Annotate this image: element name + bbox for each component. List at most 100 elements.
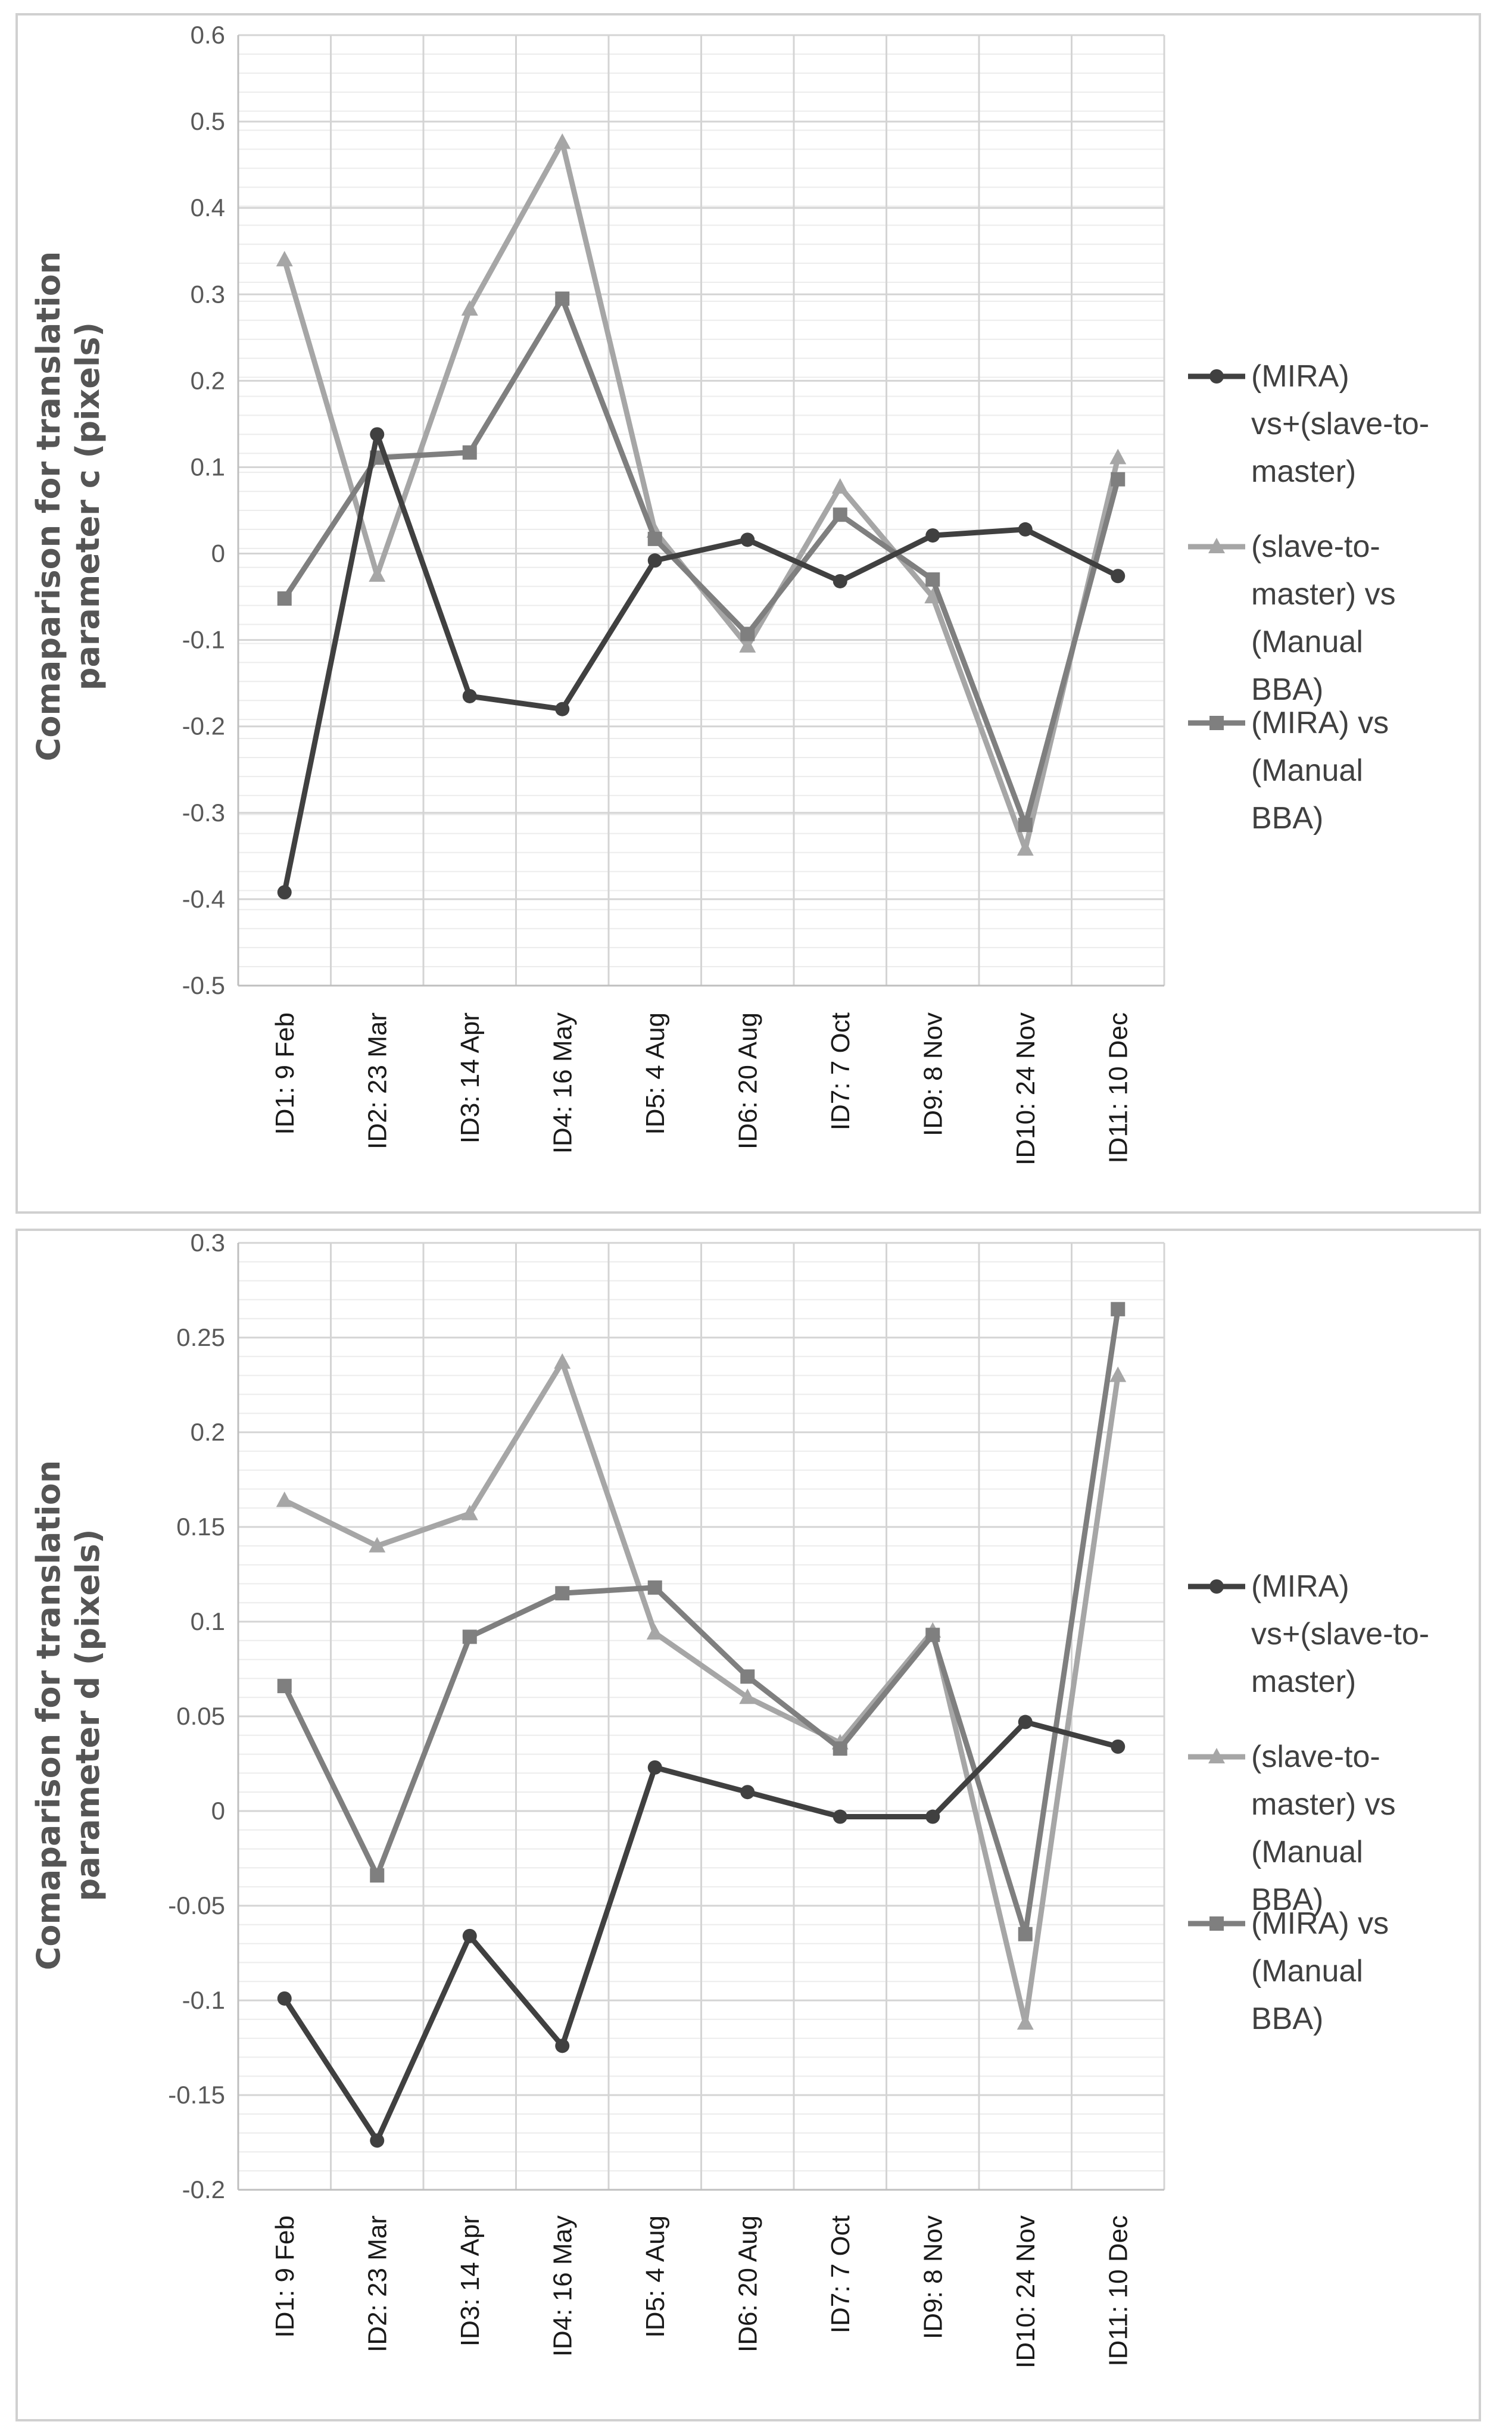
data-point-circle (833, 574, 847, 588)
x-tick-label: ID2: 23 Mar (363, 1012, 392, 1149)
data-point-square (647, 531, 662, 546)
chart-c-svg: 0.6 0.5 0.4 0.3 0.2 0.1 0 -0.1 -0.2 -0.3 -0.4 -0.5 I… (15, 13, 1481, 1214)
chart-translation-c: 0.6 0.5 0.4 0.3 0.2 0.1 0 -0.1 -0.2 -0.3 -0.4 -0.5 I… (15, 13, 1481, 1214)
data-point-triangle (369, 1536, 386, 1553)
legend-label: (MIRA) vs+(slave-to-master) (1251, 1569, 1429, 1699)
y-tick-label: 0.1 (191, 1607, 225, 1635)
legend-label: (slave-to-master) vs (Manual BBA) (1251, 529, 1396, 707)
data-point-triangle (831, 478, 849, 494)
data-point-square (1018, 1927, 1033, 1941)
data-point-square (833, 507, 847, 522)
y-tick-label: 0.2 (191, 366, 225, 394)
series-line (282, 296, 1121, 828)
x-tick-label: ID6: 20 Aug (733, 1012, 762, 1149)
data-point-triangle (554, 133, 571, 149)
x-tick-label: ID3: 14 Apr (456, 2215, 485, 2346)
y-tick-label: 0 (211, 1797, 225, 1825)
legend-label-line: (MIRA) (1251, 359, 1349, 394)
y-tick-label: 0 (211, 540, 225, 568)
y-tick-label: 0.2 (191, 1418, 225, 1446)
data-point-square (462, 445, 477, 460)
y-axis-title-line: parameter c (pixels) (69, 322, 107, 690)
x-tick-label: ID10: 24 Nov (1011, 1012, 1040, 1165)
y-tick-label: -0.15 (168, 2081, 225, 2109)
data-point-circle (1018, 522, 1033, 537)
data-point-circle (555, 2039, 570, 2053)
data-point-triangle (1017, 840, 1034, 856)
data-point-square (555, 291, 570, 306)
x-tick-label: ID11: 10 Dec (1103, 1012, 1133, 1164)
y-tick-label: 0.15 (176, 1513, 225, 1541)
data-point-circle (277, 885, 292, 900)
data-point-circle (740, 1785, 755, 1800)
x-tick-label: ID1: 9 Feb (270, 1012, 300, 1134)
data-point-circle (833, 1809, 847, 1824)
data-point-circle (277, 1991, 292, 2006)
series-line (282, 431, 1121, 895)
legend-label-line: (MIRA) vs (1251, 1906, 1389, 1941)
series-line (282, 1306, 1121, 1937)
x-tick-label: ID9: 8 Nov (918, 1012, 947, 1136)
data-point-circle (555, 702, 570, 716)
legend-marker-circle (1209, 369, 1224, 384)
data-point-triangle (1017, 2014, 1034, 2030)
data-point-square (1111, 472, 1126, 487)
x-tick-label: ID5: 4 Aug (641, 1012, 670, 1134)
data-point-circle (462, 688, 477, 703)
y-axis-title-line: Comaparison for translation (30, 251, 67, 761)
legend-label: (MIRA) vs (Manual BBA) (1251, 1906, 1389, 2036)
y-tick-label: -0.5 (182, 971, 225, 999)
y-tick-label: -0.2 (182, 712, 225, 740)
y-axis-title-line: Comaparison for translation (30, 1460, 67, 1970)
data-point-triangle (1109, 1366, 1127, 1382)
data-point-square (740, 1669, 755, 1684)
legend-label-line: BBA) (1251, 2002, 1323, 2036)
data-point-circle (740, 532, 755, 547)
legend-label-line: BBA) (1251, 672, 1323, 707)
y-tick-label: 0.6 (191, 21, 225, 49)
x-tick-label: ID4: 16 May (548, 1012, 577, 1154)
legend-label-line: (MIRA) (1251, 1569, 1349, 1604)
x-tick-label: ID7: 7 Oct (826, 1012, 855, 1130)
data-point-square (277, 591, 292, 606)
y-tick-label: 0.3 (191, 280, 225, 308)
y-tick-label: 0.1 (191, 453, 225, 481)
data-point-triangle (646, 1624, 663, 1640)
legend-label-line: (slave-to- (1251, 1740, 1380, 1774)
legend-marker-square (1209, 716, 1224, 730)
x-tick-label: ID11: 10 Dec (1103, 2215, 1133, 2367)
data-point-triangle (276, 251, 293, 267)
chart-frame (15, 1229, 1481, 2421)
y-tick-label: -0.3 (182, 799, 225, 827)
legend-label: (MIRA) vs+(slave-to-master) (1251, 359, 1429, 489)
y-tick-label: -0.1 (182, 626, 225, 654)
legend-label-line: vs+(slave-to- (1251, 407, 1429, 441)
legend-marker-triangle (1208, 1748, 1225, 1763)
data-point-square (1111, 1302, 1126, 1317)
data-point-circle (370, 2133, 385, 2148)
data-point-circle (1111, 1739, 1126, 1754)
y-tick-label: -0.1 (182, 1986, 225, 2014)
x-tick-label: ID9: 8 Nov (918, 2215, 947, 2339)
legend-marker-circle (1209, 1579, 1224, 1594)
data-point-triangle (276, 1491, 293, 1507)
data-point-square (462, 1629, 477, 1644)
data-point-circle (1018, 1715, 1033, 1729)
series-line (282, 1719, 1121, 2143)
legend-label-line: BBA) (1251, 801, 1323, 836)
data-point-triangle (924, 588, 942, 604)
legend-label-line: BBA) (1251, 1882, 1323, 1917)
y-axis-title: Comaparison for translationparameter c (… (30, 251, 107, 761)
legend-label-line: master) (1251, 454, 1356, 489)
chart-translation-d: 0.3 0.25 0.2 0.15 0.1 0.05 0 -0.05 -0.1 -0.15 -0.2… (0, 1227, 1512, 2428)
legend-marker-triangle (1208, 538, 1225, 553)
legend-label-line: master) vs (1251, 1787, 1396, 1822)
data-point-square (1018, 818, 1033, 833)
x-tick-label: ID2: 23 Mar (363, 2215, 392, 2352)
x-tick-label: ID4: 16 May (548, 2215, 577, 2357)
x-tick-label: ID5: 4 Aug (641, 2215, 670, 2337)
y-tick-label: 0.25 (176, 1323, 225, 1351)
legend-label-line: (Manual (1251, 1835, 1363, 1869)
data-point-triangle (369, 566, 386, 582)
data-point-triangle (554, 1353, 571, 1369)
